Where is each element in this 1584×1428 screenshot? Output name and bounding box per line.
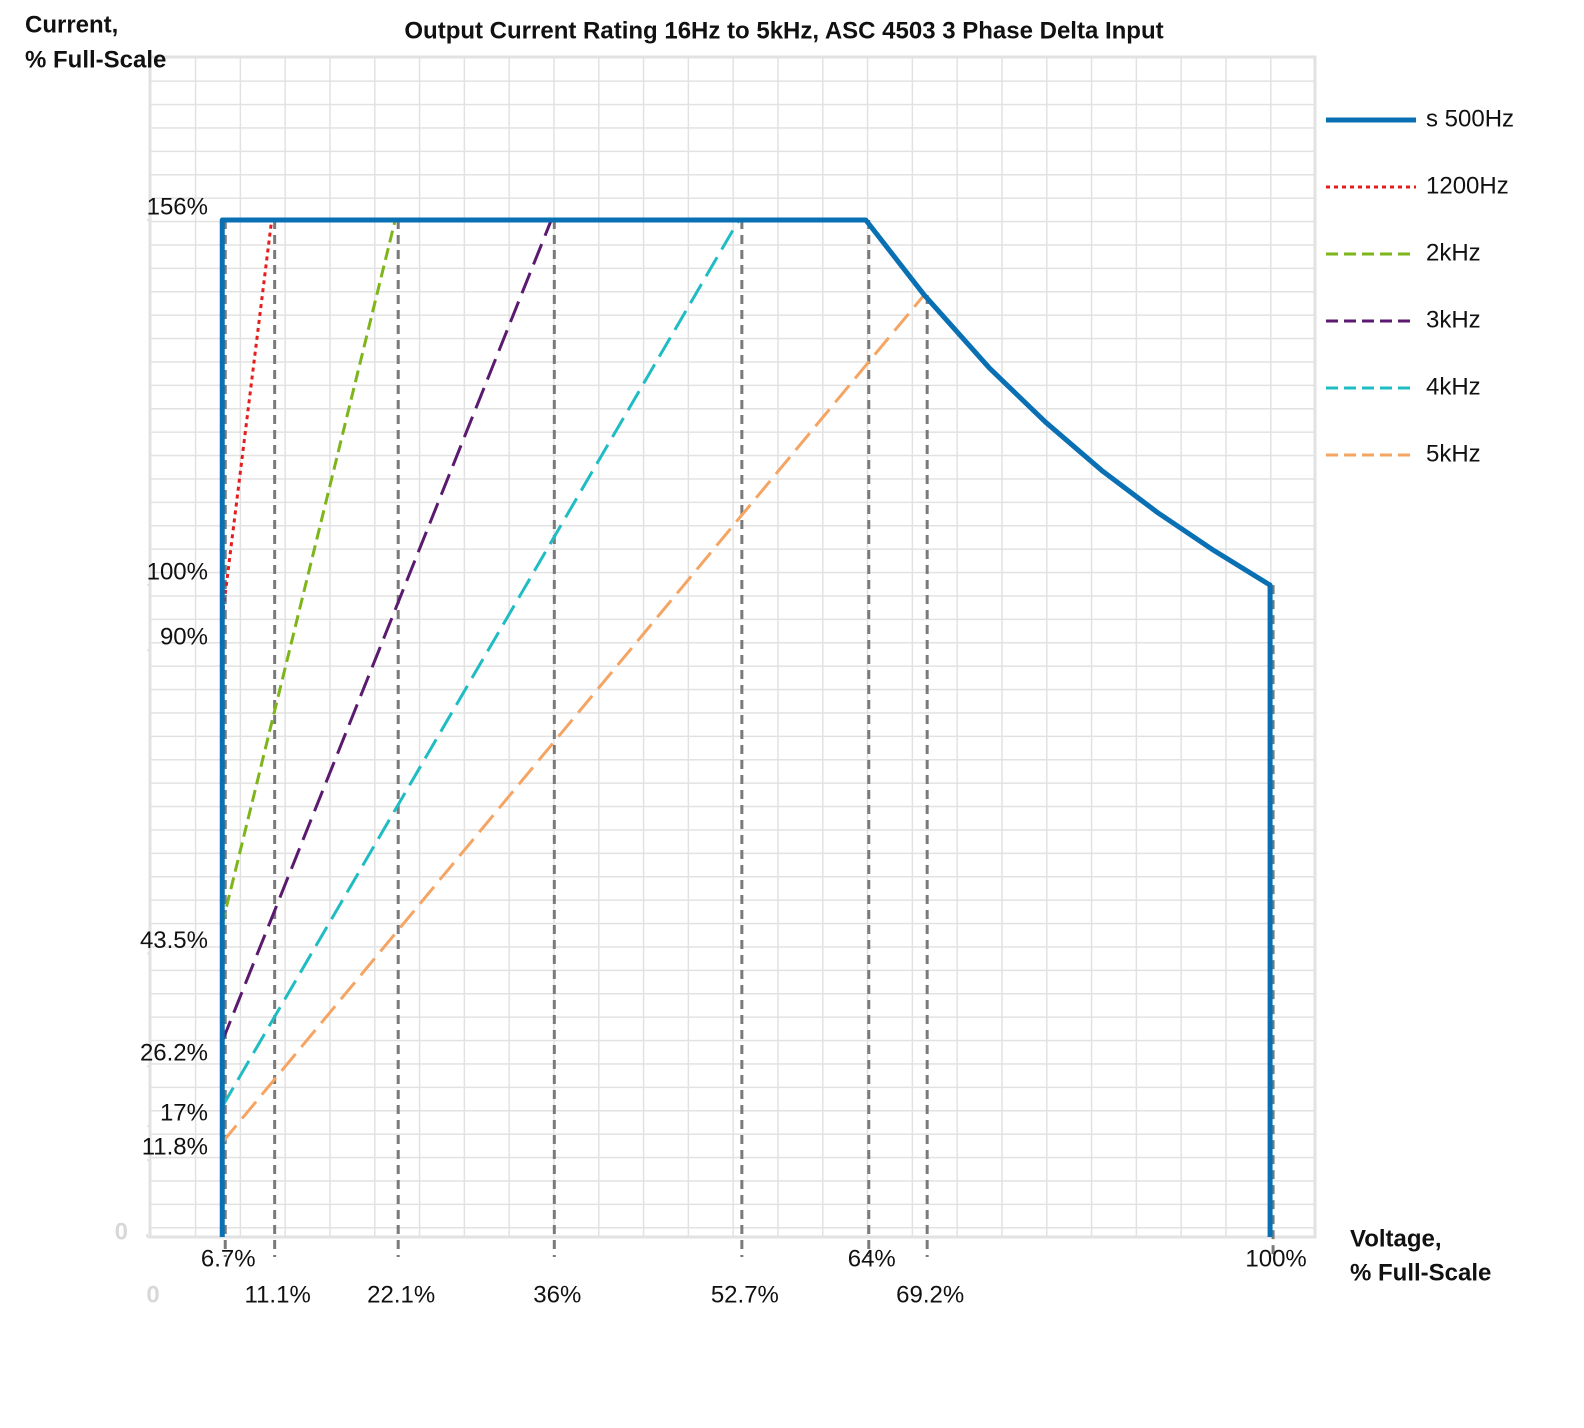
- series-line: [220, 219, 274, 618]
- legend-label: 5kHz: [1426, 440, 1481, 467]
- y-tick-label: 0: [115, 1218, 128, 1245]
- grid-background: [148, 55, 1317, 1239]
- y-tick-label: 11.8%: [142, 1133, 208, 1160]
- y-tick-label: 26.2%: [140, 1040, 208, 1067]
- y-tick-label: 17%: [160, 1100, 208, 1127]
- x-axis-label: Voltage,: [1350, 1225, 1442, 1252]
- series-line: [220, 219, 397, 925]
- y-axis-label: Current,: [25, 11, 118, 38]
- legend-label: 1200Hz: [1426, 172, 1509, 199]
- chart-title: Output Current Rating 16Hz to 5kHz, ASC …: [404, 17, 1163, 44]
- x-tick-label: 11.1%: [245, 1281, 311, 1308]
- x-tick-label: 69.2%: [896, 1281, 964, 1308]
- x-tick-label: 100%: [1245, 1245, 1306, 1272]
- series-line: [220, 219, 741, 1108]
- x-tick-label: 6.7%: [201, 1245, 256, 1272]
- y-tick-label: 100%: [147, 558, 208, 585]
- x-tick-label: 22.1%: [367, 1281, 435, 1308]
- x-tick-label: 36%: [533, 1281, 581, 1308]
- series-line: [220, 219, 553, 1042]
- legend-label: 2kHz: [1426, 239, 1481, 266]
- legend-label: s 500Hz: [1426, 105, 1514, 132]
- y-tick-label: 43.5%: [140, 927, 208, 954]
- y-axis-label: % Full-Scale: [25, 46, 166, 73]
- x-axis-label: % Full-Scale: [1350, 1259, 1491, 1286]
- y-tick-label: 156%: [147, 193, 208, 220]
- y-tick-label: 90%: [160, 624, 208, 651]
- x-tick-label: 52.7%: [711, 1281, 779, 1308]
- series-line: [219, 217, 1273, 1237]
- legend-label: 3kHz: [1426, 306, 1481, 333]
- x-tick-label: 0: [146, 1281, 159, 1308]
- x-tick-label: 64%: [848, 1245, 896, 1272]
- legend-label: 4kHz: [1426, 373, 1481, 400]
- series-line: [221, 293, 926, 1144]
